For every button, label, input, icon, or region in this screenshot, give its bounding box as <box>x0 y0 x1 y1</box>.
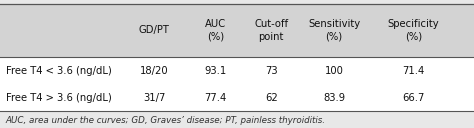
Text: 62: 62 <box>265 93 277 103</box>
Text: Sensitivity
(%): Sensitivity (%) <box>308 19 360 42</box>
Text: 100: 100 <box>325 66 344 76</box>
Text: Cut-off
point: Cut-off point <box>254 19 288 42</box>
Text: 31/7: 31/7 <box>143 93 165 103</box>
Text: 73: 73 <box>265 66 277 76</box>
Text: AUC, area under the curves; GD, Graves’ disease; PT, painless thyroiditis.: AUC, area under the curves; GD, Graves’ … <box>6 116 326 125</box>
Text: GD/PT: GD/PT <box>138 25 170 35</box>
Text: 93.1: 93.1 <box>205 66 227 76</box>
Bar <box>0 4 474 57</box>
Text: 83.9: 83.9 <box>323 93 345 103</box>
Bar <box>0 57 474 111</box>
Text: 77.4: 77.4 <box>205 93 227 103</box>
Text: AUC
(%): AUC (%) <box>205 19 226 42</box>
Text: 66.7: 66.7 <box>402 93 425 103</box>
Text: 71.4: 71.4 <box>402 66 424 76</box>
Text: Free T4 > 3.6 (ng/dL): Free T4 > 3.6 (ng/dL) <box>6 93 111 103</box>
Text: Specificity
(%): Specificity (%) <box>388 19 439 42</box>
Text: Free T4 < 3.6 (ng/dL): Free T4 < 3.6 (ng/dL) <box>6 66 111 76</box>
Text: 18/20: 18/20 <box>140 66 168 76</box>
